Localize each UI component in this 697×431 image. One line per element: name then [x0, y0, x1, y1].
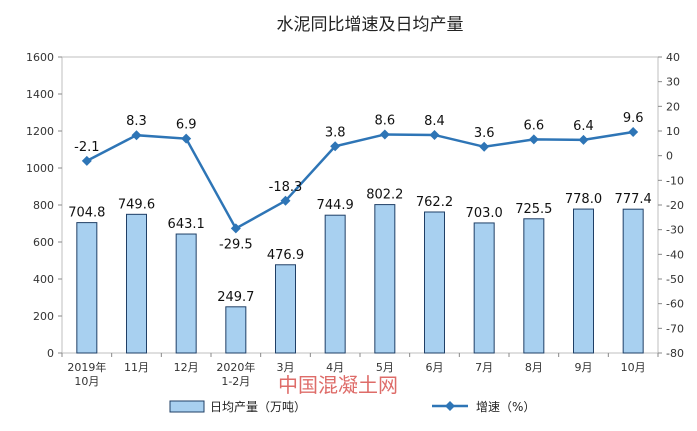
labels-group: 704.8 749.6 643.1 249.7 476.9 744.9 802.2 762.2… — [68, 111, 652, 305]
line-value-label: 8.4 — [424, 114, 445, 129]
x-tick-label: 9月 — [575, 361, 593, 374]
bar — [225, 306, 247, 354]
y-left-tick-label: 1600 — [26, 51, 54, 64]
line-value-label: 6.9 — [176, 118, 197, 133]
line-point — [429, 129, 440, 140]
line-value-label: 6.6 — [523, 118, 544, 133]
y-right-tick-label: -70 — [666, 322, 684, 335]
x-tick-label: 7月 — [475, 361, 493, 374]
x-tick-label: 12月 — [174, 361, 199, 374]
y-left-tick-label: 1000 — [26, 162, 54, 175]
bar — [424, 211, 445, 354]
bar — [324, 214, 346, 354]
y-right-tick-label: 20 — [666, 100, 680, 113]
bar-value-label: 476.9 — [267, 248, 304, 263]
y-right-tick-label: -20 — [666, 199, 684, 212]
x-tick-label: 10月 — [621, 361, 646, 374]
line-point — [528, 134, 539, 145]
y-right-tick-label: -30 — [666, 224, 684, 237]
y-right-tick-label: -60 — [666, 298, 684, 311]
line-point — [628, 126, 639, 137]
y-left-tick-label: 800 — [33, 199, 54, 212]
x-tick-label: 5月 — [376, 361, 394, 374]
bar-value-label: 802.2 — [366, 188, 403, 203]
y-right-tick-label: -40 — [666, 248, 684, 261]
legend-line-marker — [445, 401, 455, 411]
y-right-tick-label: -10 — [666, 174, 684, 187]
bar-value-label: 749.6 — [118, 197, 155, 212]
line-value-label: 6.4 — [573, 119, 594, 134]
legend-bar-label: 日均产量（万吨） — [210, 400, 306, 414]
bar — [175, 233, 197, 354]
bar — [275, 264, 296, 354]
y-right-tick-label: 0 — [666, 150, 673, 163]
bar-value-label: 778.0 — [565, 192, 602, 207]
bar — [126, 213, 147, 354]
line-point — [181, 133, 192, 144]
growth-line — [86, 130, 634, 231]
line-point — [578, 134, 589, 145]
bars-group — [76, 204, 644, 354]
line-point — [479, 141, 490, 152]
bar-value-label: 744.9 — [317, 198, 354, 213]
bar-value-label: 762.2 — [416, 195, 453, 210]
line-point — [81, 155, 92, 166]
y-left-tick-label: 0 — [47, 347, 54, 360]
bar-value-label: 249.7 — [217, 290, 254, 305]
bar-value-label: 643.1 — [168, 217, 205, 232]
bar — [374, 204, 396, 354]
line-value-label: 8.3 — [126, 114, 147, 129]
y-left-tick-label: 1200 — [26, 125, 54, 138]
y-left-tick-label: 600 — [33, 236, 54, 249]
y-right-tick-label: -80 — [666, 347, 684, 360]
line-group — [81, 126, 639, 234]
chart-title: 水泥同比增速及日均产量 — [277, 15, 464, 35]
bar-value-label: 703.0 — [466, 206, 503, 221]
bar-value-label: 725.5 — [515, 202, 552, 217]
line-point — [280, 195, 291, 206]
y-left-tick-label: 200 — [33, 310, 54, 323]
line-value-label: 3.8 — [325, 125, 346, 140]
y-right-tick-label: 30 — [666, 76, 680, 89]
bar-value-label: 704.8 — [68, 206, 105, 221]
line-value-label: -2.1 — [74, 140, 99, 155]
x-tick-label: 8月 — [525, 361, 543, 374]
y-right-tick-label: 40 — [666, 51, 680, 64]
line-value-label: -29.5 — [219, 237, 253, 252]
line-value-label: -18.3 — [269, 180, 303, 195]
y-left-tick-label: 400 — [33, 273, 54, 286]
x-tick-label: 2019年 10月 — [67, 360, 106, 388]
line-point — [131, 130, 142, 141]
line-value-label: 9.6 — [623, 111, 644, 126]
line-value-label: 3.6 — [474, 126, 495, 141]
x-tick-label: 3月 — [277, 361, 295, 374]
x-tick-label: 2020年 1-2月 — [216, 360, 255, 388]
bar — [76, 222, 98, 354]
y-left-tick-label: 1400 — [26, 88, 54, 101]
legend-line-label: 增速（%） — [476, 400, 535, 414]
axes-group: 02004006008001000120014001600-80-70-60-5… — [26, 51, 684, 388]
bar — [573, 208, 594, 354]
watermark-text: 中国混凝土网 — [278, 373, 398, 397]
line-point — [230, 223, 241, 234]
bar-value-label: 777.4 — [615, 192, 652, 207]
line-value-label: 8.6 — [374, 113, 395, 128]
bar — [622, 208, 644, 354]
bar — [473, 222, 495, 354]
legend-bar-swatch — [169, 400, 205, 413]
x-tick-label: 6月 — [426, 361, 444, 374]
x-tick-label: 11月 — [124, 361, 149, 374]
x-tick-label: 4月 — [326, 361, 344, 374]
y-right-tick-label: 10 — [666, 125, 680, 138]
bar — [523, 218, 545, 354]
y-right-tick-label: -50 — [666, 273, 684, 286]
line-point — [379, 129, 390, 140]
line-point — [330, 141, 341, 152]
legend: 日均产量（万吨） 增速（%） — [169, 400, 535, 414]
